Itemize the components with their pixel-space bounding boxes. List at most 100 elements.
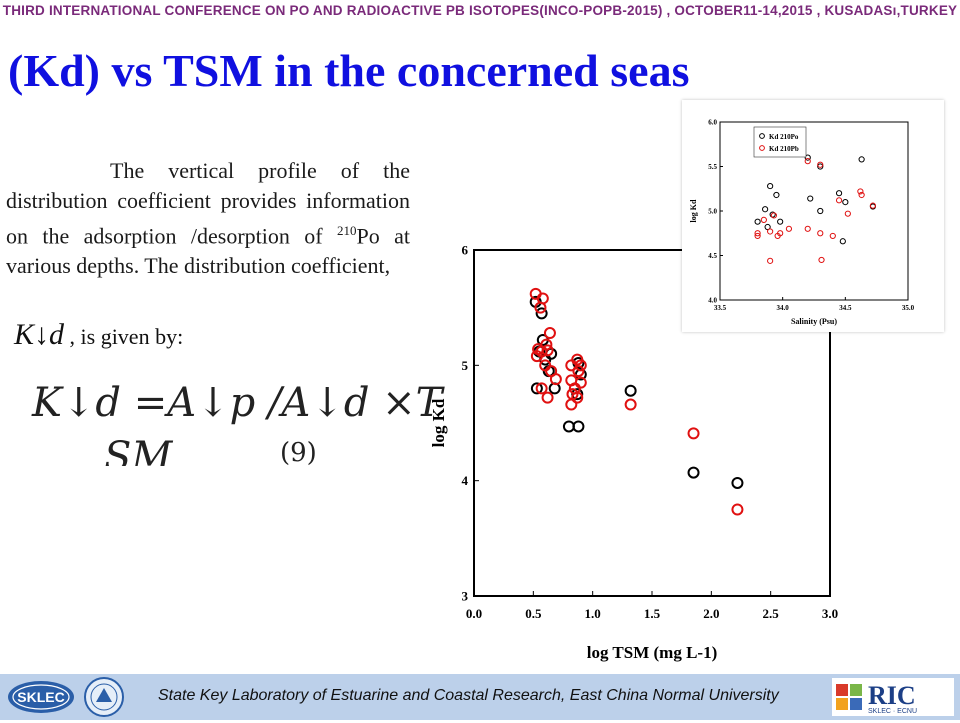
main-x-tick-label: 1.5 [644, 606, 661, 621]
inset-series-1-point [804, 225, 811, 232]
inset-series-1-point [785, 225, 793, 232]
inset-series-1-point [844, 210, 851, 217]
ric-logo: RIC SKLEC · ECNU [832, 678, 954, 716]
body-paragraph: The vertical profile of the distribution… [6, 156, 410, 281]
main-series-1-point [565, 398, 578, 411]
inset-series-0-point [767, 182, 774, 190]
main-x-tick-label: 2.0 [703, 606, 719, 621]
main-series-1-point [549, 373, 562, 386]
inset-y-axis-label: log Kd [689, 199, 698, 222]
inset-salinity-chart: 33.5 34.0 34.5 35.0 4.0 4.5 5.0 5.5 6.0 Salinity … [682, 100, 944, 332]
inset-y-tick-label: 5.5 [708, 163, 717, 171]
inset-series-0-point [769, 211, 776, 218]
main-series-0-point [572, 420, 585, 433]
inset-series-0-point [858, 156, 865, 163]
main-series-1-point [687, 427, 700, 440]
inset-series-0-point [839, 238, 846, 245]
inset-series-0-point [817, 207, 824, 215]
inset-series-1-point [858, 191, 865, 199]
inset-series-1-point [767, 257, 774, 264]
footer-bar: SKLEC State Key Laboratory of Estuarine … [0, 674, 960, 720]
main-series-0-point [535, 307, 548, 320]
inset-series-1-point [754, 232, 761, 240]
isotope-superscript: 210 [336, 223, 357, 238]
inset-series-0-point [777, 218, 784, 225]
inset-series-1-point [817, 230, 824, 237]
footer-text: State Key Laboratory of Estuarine and Co… [158, 687, 779, 704]
k-symbol: K↓d [14, 318, 65, 351]
inset-series-1-point [760, 216, 767, 224]
inset-chart-svg: 33.5 34.0 34.5 35.0 4.0 4.5 5.0 5.5 6.0 Salinity … [689, 118, 915, 326]
inset-series-1-point [767, 228, 774, 235]
main-y-tick-label: 4 [462, 473, 469, 488]
main-x-axis-label: log TSM (mg L-1) [587, 643, 718, 662]
inset-y-tick-label: 5.0 [708, 207, 717, 215]
inset-series-1-point [818, 256, 825, 264]
sklec-logo: SKLEC [6, 678, 76, 716]
ric-logo-text: RIC [868, 681, 916, 710]
main-series-0-point [530, 382, 543, 395]
ric-logo-icon: RIC SKLEC · ECNU [832, 678, 954, 716]
inset-series-1-point [770, 212, 777, 219]
paragraph-text-after: Po at various depths. The distribution c… [6, 223, 410, 279]
inset-series-0-point [842, 199, 849, 206]
inset-series-1-point [835, 197, 843, 204]
inset-series-0-point [773, 191, 780, 199]
main-x-tick-label: 0.0 [466, 606, 482, 621]
main-x-tick-label: 3.0 [822, 606, 838, 621]
main-series-1-point [574, 359, 587, 372]
main-x-tick-label: 1.0 [585, 606, 601, 621]
header-bar: THIRD INTERNATIONAL CONFERENCE ON PO AND… [0, 0, 960, 34]
inset-series-1-point [829, 232, 836, 240]
main-series-1-point [541, 344, 554, 357]
main-y-tick-label: 5 [462, 358, 469, 373]
paragraph-text-before: The vertical profile of the distribution… [6, 158, 410, 249]
main-series-1-point [541, 391, 554, 404]
inset-x-tick-label: 33.5 [714, 304, 727, 312]
inset-series-0-point [762, 206, 769, 213]
main-series-1-point [571, 391, 584, 404]
inset-x-tick-label: 34.0 [777, 304, 790, 312]
ric-logo-subtext: SKLEC · ECNU [868, 708, 917, 715]
sklec-logo-icon: SKLEC [8, 681, 74, 713]
inset-legend-marker [759, 133, 765, 139]
main-series-0-point [731, 476, 744, 489]
formula-line-2: SM (9) [104, 434, 404, 466]
inset-series-1-point [754, 230, 761, 237]
inset-legend-label: Kd 210Po [769, 133, 799, 141]
main-y-axis-label: log Kd [429, 398, 448, 447]
main-series-1-point [543, 327, 556, 340]
inset-x-tick-label: 34.5 [839, 304, 852, 312]
main-series-0-point [687, 466, 700, 479]
inset-x-axis-label: Salinity (Psu) [791, 317, 837, 326]
inset-series-1-point [857, 188, 864, 195]
k-definition-line: K↓d , is given by: [14, 318, 183, 352]
inset-series-1-point [817, 161, 824, 168]
inset-y-tick-label: 4.0 [708, 296, 717, 304]
main-series-1-point [624, 398, 637, 411]
inset-legend-label: Kd 210Pb [769, 145, 799, 153]
inset-legend-marker [759, 145, 765, 151]
inset-series-0-point [817, 163, 824, 170]
sklec-logo-text: SKLEC [17, 689, 64, 705]
inset-series-1-point [869, 202, 877, 209]
main-series-1-point [572, 365, 585, 378]
inset-y-tick-label: 4.5 [708, 252, 717, 260]
main-y-tick-label: 3 [462, 589, 469, 604]
inset-x-tick-label: 35.0 [902, 304, 915, 312]
main-series-0-point [624, 384, 637, 397]
inset-series-1-point [804, 158, 811, 165]
main-series-1-point [731, 503, 744, 516]
inset-series-0-point [764, 223, 771, 231]
main-x-tick-label: 2.5 [763, 606, 780, 621]
conference-banner: THIRD INTERNATIONAL CONFERENCE ON PO AND… [2, 3, 958, 18]
inset-y-tick-label: 6.0 [708, 118, 717, 126]
equation-number: (9) [280, 438, 317, 466]
inset-series-0-point [835, 190, 843, 197]
formula-line-2-text: SM [104, 434, 173, 466]
main-series-1-point [535, 382, 548, 395]
inset-legend-box [753, 126, 807, 158]
inset-series-1-point [777, 230, 784, 237]
university-seal-icon [82, 676, 126, 718]
main-chart-svg: 0.0 0.5 1.0 1.5 2.0 2.5 3.0 3 4 5 6 log TSM (mg L-1… [429, 243, 838, 662]
